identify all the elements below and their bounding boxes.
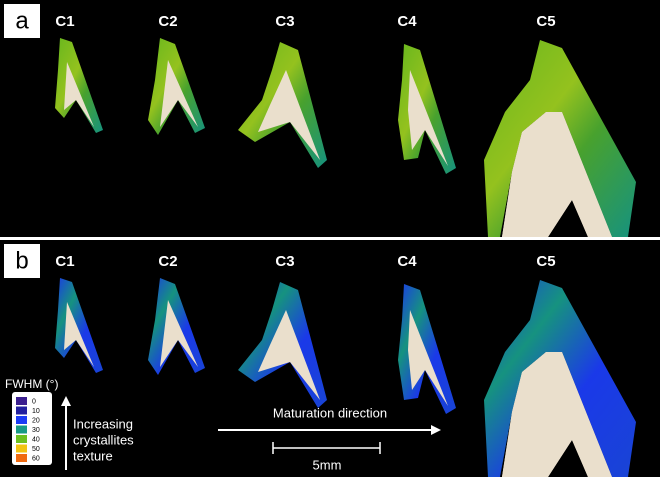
texture-arrowhead: [61, 396, 71, 406]
dentin-inner: [502, 112, 612, 237]
texture-label: Increasing: [73, 416, 133, 431]
dentin-inner: [502, 352, 612, 477]
panel-label: a: [15, 7, 29, 34]
specimen-label: C1: [55, 13, 74, 30]
enamel-map: [484, 40, 636, 237]
legend-swatch: [16, 406, 27, 415]
enamel-map: [55, 38, 103, 133]
specimen-label: C4: [397, 13, 417, 30]
specimen-label: C2: [158, 253, 177, 270]
specimen-label: C3: [275, 253, 294, 270]
legend-value: 60: [32, 455, 40, 462]
texture-label: texture: [73, 448, 113, 463]
specimen-label: C3: [275, 13, 294, 30]
enamel-map: [484, 280, 636, 477]
enamel-map: [55, 278, 103, 373]
specimen-label: C5: [536, 253, 555, 270]
specimen-label: C2: [158, 13, 177, 30]
legend-title: FWHM (°): [5, 377, 58, 391]
legend-swatch: [16, 435, 27, 443]
legend-value: 0: [32, 398, 36, 405]
legend-value: 50: [32, 446, 40, 453]
legend: FWHM (°) 0 10 20 30 40 50 60: [5, 377, 58, 465]
legend-swatch: [16, 416, 27, 424]
legend-value: 10: [32, 408, 40, 415]
legend-swatch: [16, 425, 27, 434]
panel: a C1 C2 C3 C4 C5: [4, 4, 636, 237]
maturation-label: Maturation direction: [273, 405, 387, 420]
scale-bar: [272, 442, 381, 454]
panel-label-box: [4, 4, 40, 38]
panel-label-box: [4, 244, 40, 278]
specimen-label: C5: [536, 13, 555, 30]
dentin-inner: [258, 70, 320, 160]
legend-value: 20: [32, 417, 40, 424]
dentin-inner: [408, 70, 448, 166]
legend-swatch: [16, 444, 27, 453]
legend-value: 40: [32, 436, 40, 443]
legend-value: 30: [32, 427, 40, 434]
dentin-inner: [64, 302, 94, 367]
legend-swatch: [16, 454, 27, 462]
specimen-label: C4: [397, 253, 417, 270]
panel: b C1 C2 C3 C4 C5: [4, 244, 636, 477]
dentin-inner: [160, 300, 198, 367]
dentin-inner: [408, 310, 448, 406]
maturation-arrowhead: [431, 425, 441, 435]
dentin-inner: [64, 62, 94, 127]
legend-swatch: [16, 397, 27, 405]
specimen-label: C1: [55, 253, 74, 270]
scale-label: 5mm: [313, 457, 342, 472]
dentin-inner: [258, 310, 320, 400]
texture-label: crystallites: [73, 432, 134, 447]
panel-label: b: [15, 247, 28, 274]
dentin-inner: [160, 60, 198, 127]
